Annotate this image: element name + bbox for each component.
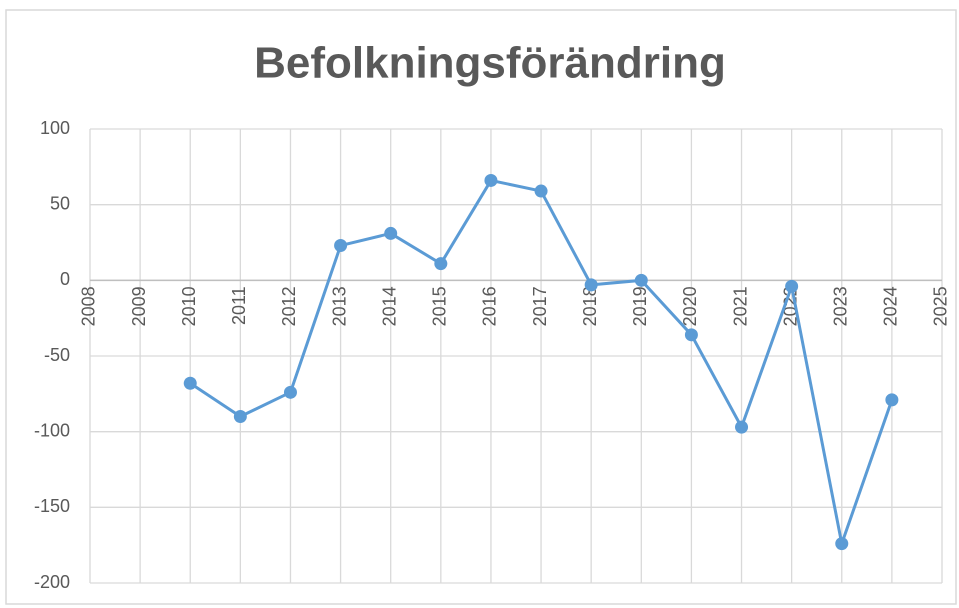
data-point — [283, 385, 297, 399]
data-point — [885, 393, 899, 407]
x-tick-label: 2019 — [630, 286, 650, 326]
data-point — [384, 226, 398, 240]
x-tick-label: 2013 — [329, 286, 349, 326]
x-tick-label: 2021 — [730, 286, 750, 326]
x-tick-label: 2014 — [379, 286, 399, 326]
data-point — [484, 173, 498, 187]
y-tick-label: 0 — [60, 269, 70, 289]
x-tick-label: 2025 — [931, 286, 951, 326]
x-tick-label: 2012 — [279, 286, 299, 326]
x-tick-label: 2011 — [229, 286, 249, 325]
data-point — [584, 278, 598, 292]
chart-title: Befolkningsförändring — [254, 39, 726, 88]
data-point — [835, 537, 849, 551]
data-point — [735, 420, 749, 434]
data-point — [634, 273, 648, 287]
data-point — [534, 184, 548, 198]
y-tick-label: 100 — [40, 118, 70, 138]
y-tick-label: -200 — [34, 572, 70, 592]
data-point — [684, 328, 698, 342]
x-tick-label: 2022 — [780, 286, 800, 326]
x-tick-label: 2020 — [680, 286, 700, 326]
y-tick-label: 50 — [50, 193, 70, 213]
data-point — [785, 279, 799, 293]
data-point — [183, 376, 197, 390]
x-tick-label: 2017 — [530, 286, 550, 326]
data-point — [334, 239, 348, 253]
y-tick-label: -100 — [34, 420, 70, 440]
data-point — [434, 257, 448, 271]
x-tick-label: 2023 — [831, 286, 851, 326]
x-tick-label: 2024 — [881, 286, 901, 326]
x-tick-label: 2009 — [129, 286, 149, 326]
x-tick-label: 2015 — [430, 286, 450, 326]
y-tick-label: -150 — [34, 496, 70, 516]
x-tick-label: 2008 — [79, 286, 99, 326]
x-tick-label: 2016 — [480, 286, 500, 326]
x-tick-label: 2018 — [580, 286, 600, 326]
y-tick-label: -50 — [44, 345, 70, 365]
data-point — [233, 410, 247, 424]
chart-frame — [5, 9, 957, 605]
x-tick-label: 2010 — [179, 286, 199, 326]
